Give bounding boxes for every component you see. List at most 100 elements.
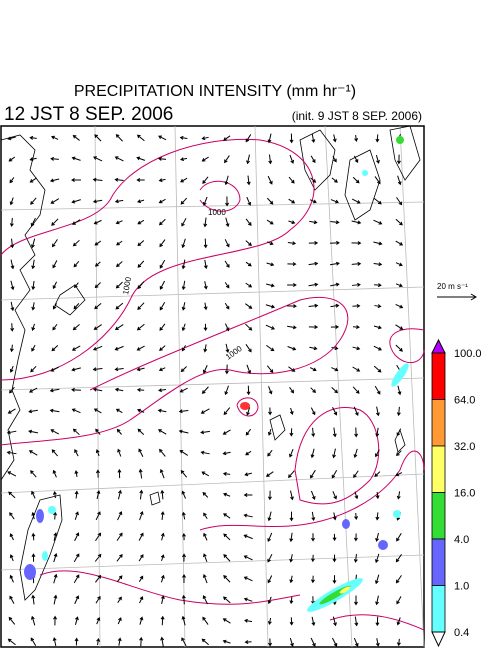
- wind-arrow: [375, 616, 380, 627]
- wind-arrow: [353, 155, 359, 163]
- wind-arrow: [245, 450, 252, 456]
- wind-arrow: [311, 533, 315, 542]
- wind-arrow: [94, 553, 102, 562]
- wind-arrow: [9, 554, 14, 562]
- wind-arrow: [225, 217, 230, 228]
- wind-arrow: [223, 575, 231, 583]
- wind-arrow: [181, 637, 187, 647]
- wind-arrow: [159, 302, 166, 311]
- wind-arrow: [31, 323, 36, 332]
- wind-arrow: [182, 553, 187, 562]
- wind-arrow: [289, 407, 294, 415]
- wind-arrow: [203, 532, 208, 541]
- wind-arrow: [202, 196, 208, 206]
- wind-arrow: [311, 427, 316, 438]
- wind-arrow: [94, 282, 101, 289]
- wind-arrow: [52, 637, 57, 647]
- wind-arrow: [352, 282, 361, 287]
- wind-arrow: [51, 345, 59, 352]
- wind-arrow: [94, 261, 101, 267]
- wind-arrow: [310, 637, 316, 647]
- wind-arrow: [9, 574, 14, 583]
- wind-arrow: [331, 386, 339, 394]
- wind-arrow: [288, 198, 296, 204]
- wind-arrow: [373, 197, 382, 205]
- wind-arrow: [31, 302, 36, 311]
- wind-arrow: [374, 385, 381, 395]
- wind-arrow: [92, 177, 103, 182]
- colorbar-label: 16.0: [454, 488, 475, 500]
- wind-arrow: [96, 637, 101, 646]
- wind-arrow: [139, 510, 144, 521]
- wind-arrow: [178, 429, 189, 434]
- colorbar-triangle: [431, 631, 446, 648]
- wind-arrow: [114, 177, 124, 182]
- wind-arrow: [374, 471, 381, 478]
- wind-arrow: [201, 471, 210, 477]
- wind-arrow: [51, 135, 59, 140]
- wind-arrow: [331, 469, 338, 479]
- wind-arrow: [114, 387, 124, 392]
- wind-arrow: [246, 175, 251, 186]
- wind-arrow: [225, 343, 230, 354]
- wind-arrow: [74, 595, 80, 605]
- wind-arrow: [53, 573, 58, 584]
- wind-arrow: [159, 259, 166, 269]
- wind-arrow: [138, 448, 144, 457]
- wind-arrow: [267, 532, 273, 543]
- wind-arrow: [268, 638, 273, 647]
- valid-time: 12 JST 8 SEP. 2006: [4, 104, 173, 125]
- wind-arrow: [30, 615, 36, 626]
- wind-arrow: [31, 238, 36, 249]
- wind-arrow: [31, 344, 36, 352]
- wind-arrow: [354, 134, 359, 142]
- wind-arrow: [73, 574, 80, 584]
- precip-cell: [362, 170, 368, 176]
- wind-arrow: [96, 490, 101, 500]
- wind-arrow: [224, 155, 230, 164]
- wind-arrow: [203, 217, 208, 228]
- map-frame: [0, 125, 425, 648]
- wind-arrow: [245, 218, 252, 226]
- wind-arrow: [157, 429, 167, 435]
- wind-arrow: [72, 219, 81, 225]
- wind-arrow: [181, 217, 187, 227]
- precip-cell: [339, 586, 351, 594]
- wind-arrow: [288, 366, 296, 372]
- map: 1000 1000 1000: [0, 125, 425, 648]
- wind-arrow: [181, 302, 186, 311]
- wind-arrow: [52, 490, 57, 499]
- wind-arrow: [92, 367, 103, 372]
- wind-arrow: [53, 594, 58, 605]
- wind-arrow: [310, 407, 316, 416]
- wind-arrow: [92, 387, 103, 392]
- wind-arrow: [332, 448, 336, 459]
- wind-arrow: [203, 281, 208, 290]
- wind-arrow: [6, 450, 17, 455]
- wind-arrow: [289, 133, 294, 144]
- wind-arrow: [28, 429, 39, 434]
- wind-arrow: [8, 156, 16, 162]
- wind-arrow: [310, 448, 315, 459]
- wind-arrow: [73, 553, 80, 563]
- wind-arrow: [203, 512, 208, 519]
- wind-arrow: [289, 387, 295, 394]
- wind-arrow: [265, 471, 274, 477]
- wind-arrow: [136, 367, 145, 372]
- contour-label: 1000: [208, 208, 226, 217]
- wind-arrow: [138, 468, 143, 479]
- wind-arrow: [139, 489, 144, 500]
- wind-arrow: [309, 367, 317, 372]
- wind-arrow: [74, 511, 79, 520]
- wind-arrow: [286, 304, 297, 309]
- wind-arrow: [375, 512, 380, 521]
- wind-arrow: [351, 241, 362, 246]
- wind-arrow: [289, 511, 294, 522]
- wind-arrow: [137, 199, 145, 204]
- wind-arrow: [268, 386, 273, 395]
- wind-arrow: [243, 493, 253, 497]
- wind-arrow: [373, 365, 382, 373]
- wind-arrow: [71, 345, 81, 351]
- wind-arrow: [243, 555, 253, 561]
- wind-arrow: [181, 615, 186, 626]
